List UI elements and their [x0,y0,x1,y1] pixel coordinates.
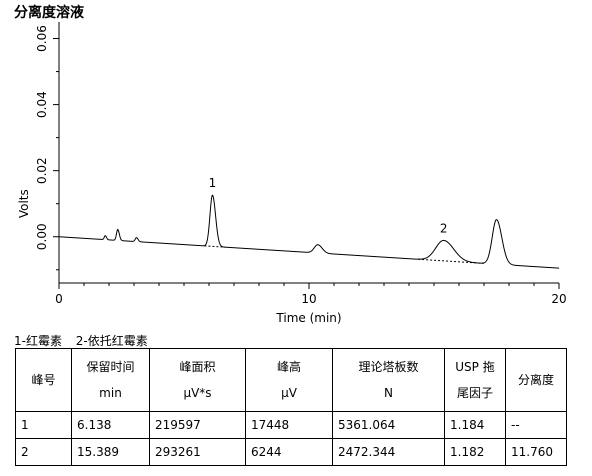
chromatogram-chart: Time (min) Volts 0.00 0.02 0.04 0.06 0 10 20 1 2 [17,22,567,325]
header-resolution: 分离度 [505,348,567,412]
cell-peak-area: 293261 [149,438,246,466]
cell-retention-time: 6.138 [71,411,150,439]
cell-peak-area: 219597 [149,411,246,439]
cell-peak-no: 1 [15,411,72,439]
y-tick-label: 0.04 [35,91,49,118]
cell-peak-height: 6244 [245,438,333,466]
header-peak-no: 峰号 [15,348,72,412]
cell-peak-no: 2 [15,438,72,466]
x-tick-label: 10 [301,292,316,306]
y-tick-label: 0.00 [35,223,49,250]
header-peak-area: 峰面积 μV*s [149,348,246,412]
table-header-row: 峰号 保留时间 min 峰面积 μV*s 峰高 μV 理论塔板数 N USP 拖尾因子 … [15,348,567,412]
table-row: 1 6.138 219597 17448 5361.064 1.184 -- [15,411,567,439]
cell-tailing-factor: 1.184 [444,411,506,439]
cell-retention-time: 15.389 [71,438,150,466]
cell-theoretical-plates: 5361.064 [332,411,445,439]
integration-baseline [204,245,225,248]
cell-tailing-factor: 1.182 [444,438,506,466]
cell-resolution: -- [505,411,567,439]
y-axis-label: Volts [17,189,31,218]
header-tailing-factor: USP 拖尾因子 [444,348,506,412]
peak-label: 1 [209,176,217,190]
header-theoretical-plates: 理论塔板数 N [332,348,445,412]
page-title: 分离度溶液 [14,5,84,21]
compound-legend: 1-红霉素 2-依托红霉素 [14,332,158,349]
x-tick-label: 0 [55,292,63,306]
y-tick-label: 0.02 [35,157,49,184]
x-tick-label: 20 [551,292,566,306]
compound-1: 1-红霉素 [14,334,62,348]
header-retention-time: 保留时间 min [71,348,150,412]
compound-2: 2-依托红霉素 [75,334,148,348]
peak-label: 2 [440,221,448,235]
y-tick-label: 0.06 [35,25,49,52]
cell-resolution: 11.760 [505,438,567,466]
integration-baseline [418,258,484,264]
results-table: 峰号 保留时间 min 峰面积 μV*s 峰高 μV 理论塔板数 N USP 拖尾因子 … [15,348,567,466]
cell-peak-height: 17448 [245,411,333,439]
cell-theoretical-plates: 2472.344 [332,438,445,466]
table-row: 2 15.389 293261 6244 2472.344 1.182 11.7… [15,438,567,466]
signal-trace [58,194,560,269]
header-peak-height: 峰高 μV [245,348,333,412]
x-axis-label: Time (min) [275,311,341,325]
